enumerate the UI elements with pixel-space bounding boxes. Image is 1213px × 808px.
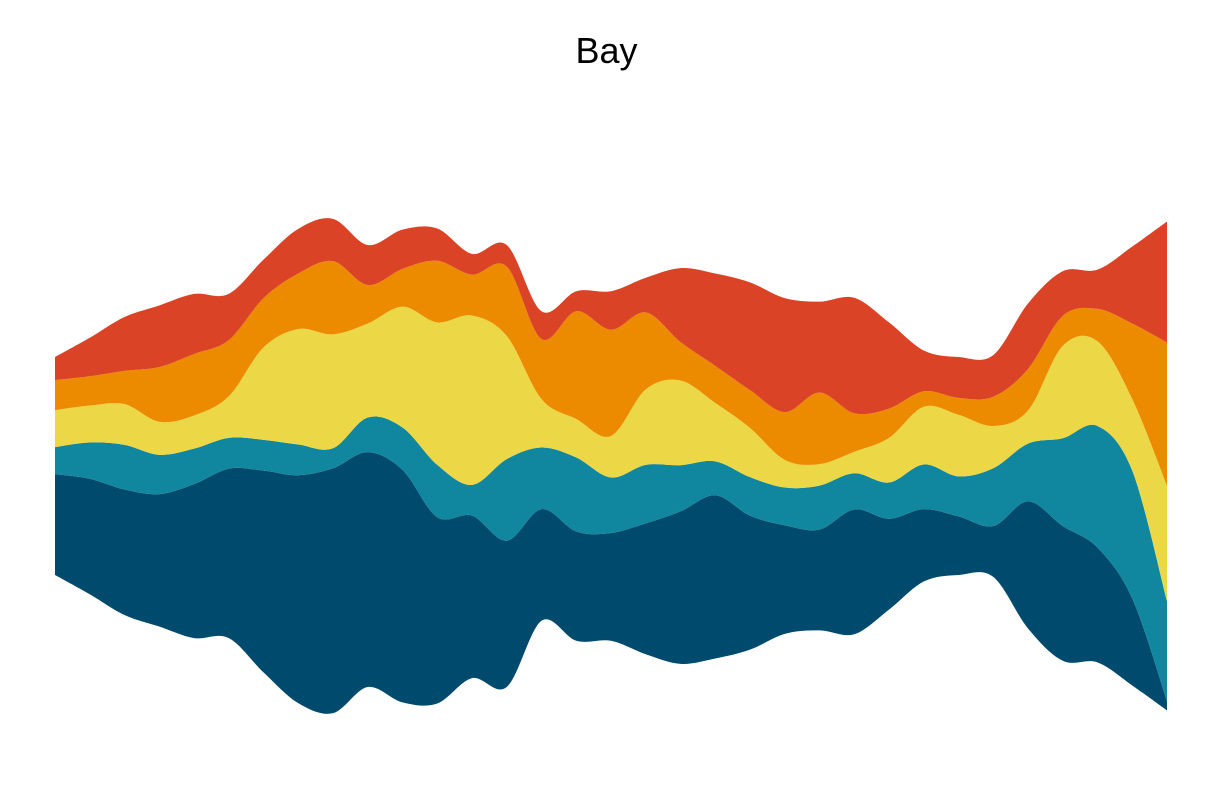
stream-layer-4 — [55, 260, 1167, 486]
stream-layer-1 — [55, 452, 1167, 714]
stream-layer-2 — [55, 416, 1167, 702]
stream-layer-5 — [55, 218, 1167, 415]
chart-title: Bay — [575, 30, 638, 71]
stream-layer-3 — [55, 306, 1167, 602]
streamgraph-layers — [55, 218, 1167, 714]
